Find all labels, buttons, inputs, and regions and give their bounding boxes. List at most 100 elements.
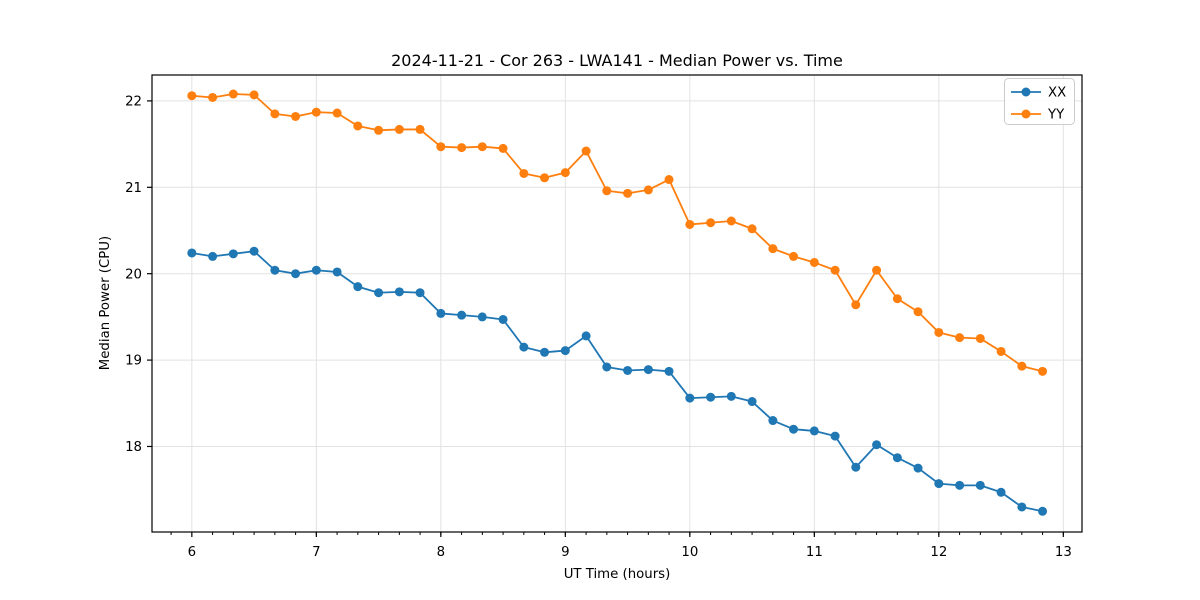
legend: XX YY [1004, 78, 1075, 125]
data-point-XX-7.667 [394, 287, 404, 297]
data-series [187, 89, 1048, 516]
data-point-XX-8.5 [498, 314, 508, 324]
data-point-YY-10.167 [706, 218, 716, 228]
data-point-XX-8.667 [519, 342, 529, 352]
data-point-YY-10.833 [789, 251, 799, 261]
data-point-YY-11.333 [851, 300, 861, 310]
x-tick-label-7: 7 [312, 545, 320, 560]
data-point-XX-12 [934, 479, 944, 489]
data-point-XX-11.333 [851, 462, 861, 472]
data-point-XX-11 [809, 426, 819, 436]
data-point-XX-12.667 [1017, 502, 1027, 512]
data-point-XX-9.333 [602, 362, 612, 372]
data-point-YY-7.333 [353, 121, 363, 131]
data-point-XX-10.333 [726, 391, 736, 401]
y-tick-label-18: 18 [125, 440, 142, 455]
plot-border [151, 74, 1083, 533]
legend-entry-xx: XX [1011, 86, 1066, 101]
data-point-XX-12.167 [955, 480, 965, 490]
data-point-YY-9.667 [643, 185, 653, 195]
data-point-XX-9.167 [581, 331, 591, 341]
series-line-YY [190, 93, 1044, 373]
data-point-XX-9.5 [623, 365, 633, 375]
data-point-YY-10 [685, 219, 695, 229]
data-point-YY-10.5 [747, 224, 757, 234]
x-tick-label-11: 11 [806, 545, 823, 560]
series-line-XX [190, 250, 1044, 513]
data-point-XX-12.833 [1038, 506, 1048, 516]
legend-marker-yy [1021, 109, 1031, 119]
data-point-XX-7.5 [374, 288, 384, 298]
chart-title: 2024-11-21 - Cor 263 - LWA141 - Median P… [391, 51, 843, 70]
data-point-YY-11.5 [872, 265, 882, 275]
data-point-YY-9.333 [602, 186, 612, 196]
data-point-XX-12.5 [996, 487, 1006, 497]
data-point-YY-6.333 [228, 89, 238, 99]
legend-label-yy: YY [1047, 108, 1065, 123]
data-point-YY-6.167 [208, 92, 218, 102]
data-point-XX-6 [187, 248, 197, 258]
data-point-YY-7.167 [332, 108, 342, 118]
data-point-XX-11.667 [892, 453, 902, 463]
tick-labels: 6 7 8 9 10 11 12 13 18 19 20 21 22 [125, 95, 1072, 560]
data-point-XX-9 [560, 346, 570, 356]
data-point-YY-8.167 [457, 143, 467, 153]
data-point-YY-10.333 [726, 216, 736, 226]
data-point-XX-7 [311, 265, 321, 275]
data-point-XX-8.167 [457, 310, 467, 320]
data-point-XX-9.667 [643, 365, 653, 375]
x-axis-label: UT Time (hours) [564, 567, 671, 582]
data-point-XX-6.167 [208, 251, 218, 261]
data-point-YY-6.833 [291, 111, 301, 121]
data-point-XX-10.833 [789, 424, 799, 434]
data-point-YY-7 [311, 107, 321, 117]
data-point-XX-6.667 [270, 265, 280, 275]
data-point-YY-9.167 [581, 146, 591, 156]
data-point-YY-9 [560, 168, 570, 178]
data-point-YY-8.833 [540, 173, 550, 183]
y-tick-label-20: 20 [125, 267, 142, 282]
data-point-XX-9.833 [664, 366, 674, 376]
data-point-YY-12.333 [975, 333, 985, 343]
data-point-XX-10.167 [706, 392, 716, 402]
data-point-YY-9.833 [664, 175, 674, 185]
legend-marker-xx [1021, 87, 1031, 97]
data-point-XX-7.833 [415, 288, 425, 298]
data-point-YY-6 [187, 91, 197, 101]
data-point-XX-6.833 [291, 269, 301, 279]
legend-entry-yy: YY [1011, 108, 1065, 123]
data-point-YY-10.667 [768, 244, 778, 254]
data-point-XX-11.5 [872, 440, 882, 450]
data-point-XX-8.333 [477, 312, 487, 322]
x-tick-label-13: 13 [1055, 545, 1072, 560]
data-point-YY-8.5 [498, 143, 508, 153]
data-point-YY-6.5 [249, 90, 259, 100]
data-point-XX-12.333 [975, 480, 985, 490]
data-point-XX-7.167 [332, 267, 342, 277]
y-tick-label-19: 19 [125, 354, 142, 369]
x-tick-label-12: 12 [930, 545, 947, 560]
data-point-XX-10.5 [747, 397, 757, 407]
data-point-XX-11.167 [830, 431, 840, 441]
legend-label-xx: XX [1048, 86, 1066, 101]
data-point-YY-7.833 [415, 124, 425, 134]
x-tick-label-10: 10 [681, 545, 698, 560]
data-point-XX-6.5 [249, 246, 259, 256]
x-tick-label-6: 6 [188, 545, 196, 560]
axis-ticks [147, 100, 1064, 537]
data-point-XX-10.667 [768, 416, 778, 426]
data-point-YY-12.167 [955, 333, 965, 343]
data-point-YY-8.667 [519, 168, 529, 178]
data-point-YY-11.667 [892, 294, 902, 304]
y-axis-label: Median Power (CPU) [98, 236, 113, 370]
data-point-YY-9.5 [623, 188, 633, 198]
data-point-YY-12.667 [1017, 361, 1027, 371]
data-point-YY-7.667 [394, 124, 404, 134]
data-point-YY-11.167 [830, 265, 840, 275]
y-tick-label-22: 22 [125, 95, 142, 110]
gridlines [152, 75, 1082, 532]
data-point-YY-12.5 [996, 346, 1006, 356]
data-point-YY-12.833 [1038, 366, 1048, 376]
